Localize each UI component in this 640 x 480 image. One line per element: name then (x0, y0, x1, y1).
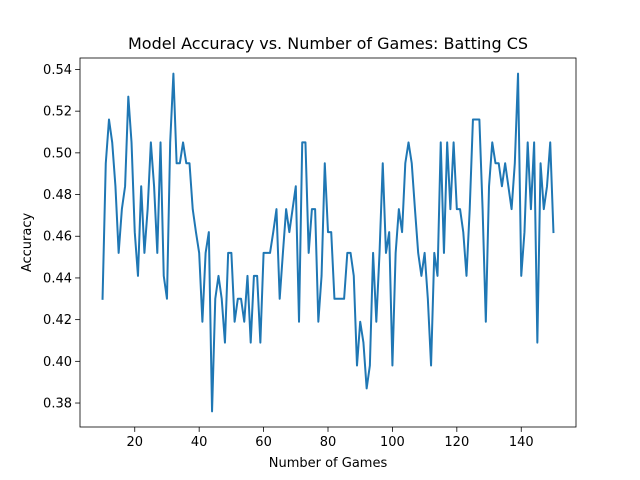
plot-area (101, 72, 555, 413)
y-tick-label: 0.42 (43, 313, 72, 328)
y-tick-label: 0.44 (43, 271, 72, 286)
x-tick-label: 120 (444, 435, 469, 450)
y-axis-label: Accuracy (20, 213, 35, 273)
x-axis-label: Number of Games (269, 456, 388, 471)
y-axis: 0.38 0.40 0.42 0.44 0.46 0.48 0.50 0.52 0.54 (43, 63, 80, 412)
y-tick-label: 0.38 (43, 397, 72, 412)
y-tick-label: 0.48 (43, 188, 72, 203)
x-tick-label: 20 (126, 435, 143, 450)
x-axis: 20 40 60 80 100 120 140 (126, 427, 534, 450)
x-tick-label: 60 (255, 435, 272, 450)
y-tick-label: 0.50 (43, 146, 72, 161)
chart-title: Model Accuracy vs. Number of Games: Batt… (128, 34, 528, 53)
y-tick-label: 0.46 (43, 230, 72, 245)
y-tick-label: 0.40 (43, 355, 72, 370)
x-tick-label: 40 (191, 435, 208, 450)
y-tick-label: 0.52 (43, 105, 72, 120)
x-tick-label: 100 (380, 435, 405, 450)
series-line-0 (101, 72, 555, 413)
y-tick-label: 0.54 (43, 63, 72, 78)
x-tick-label: 80 (320, 435, 337, 450)
x-tick-label: 140 (509, 435, 534, 450)
